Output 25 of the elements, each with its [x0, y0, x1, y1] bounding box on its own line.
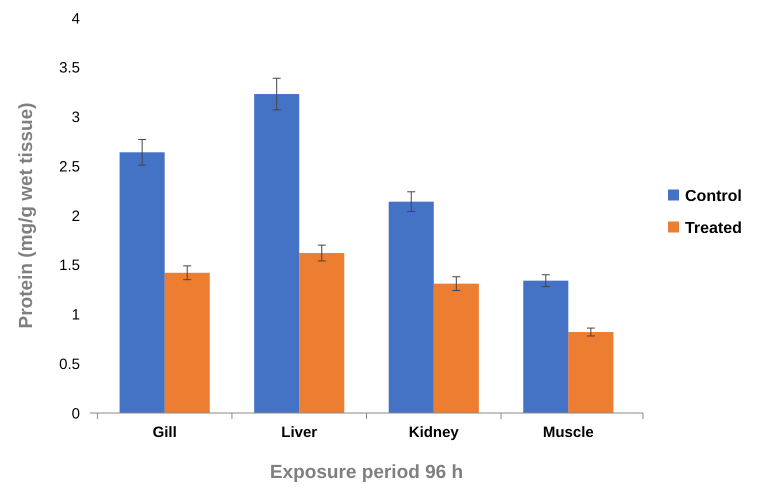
- y-tick-label: 3: [72, 109, 80, 126]
- y-tick-label: 2.5: [59, 158, 80, 176]
- y-tick-label: 1.5: [59, 257, 80, 274]
- bar: [164, 272, 210, 413]
- x-tick-label: Liver: [281, 424, 318, 441]
- bar: [299, 253, 344, 413]
- x-axis-title: Exposure period 96 h: [270, 462, 464, 483]
- y-tick-label: 0: [72, 405, 80, 422]
- bar: [254, 94, 300, 413]
- x-tick-label: Muscle: [542, 424, 594, 441]
- bar: [434, 284, 479, 413]
- y-tick-label: 2: [72, 208, 80, 225]
- bar: [120, 152, 165, 413]
- bar: [523, 280, 568, 413]
- bar: [388, 202, 434, 413]
- y-tick-label: 1: [72, 306, 80, 324]
- x-tick-label: Gill: [152, 424, 177, 441]
- y-tick-label: 3.5: [59, 60, 80, 77]
- y-tick-label: 0.5: [59, 356, 80, 373]
- legend-label: Control: [685, 188, 742, 206]
- y-axis-title: Protein (mg/g wet tissue): [16, 102, 37, 328]
- legend-label: Treated: [685, 220, 742, 238]
- x-tick-label: Kidney: [408, 424, 460, 441]
- bar: [568, 332, 614, 413]
- y-tick-label: 4: [72, 10, 80, 28]
